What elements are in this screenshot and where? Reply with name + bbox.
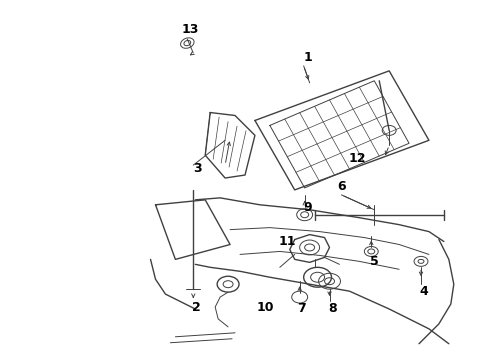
Text: 10: 10 [256,301,273,314]
Text: 2: 2 [192,301,200,314]
Text: 9: 9 [303,201,312,214]
Text: 3: 3 [193,162,201,175]
Text: 12: 12 [348,152,366,165]
Text: 13: 13 [182,23,199,36]
Text: 4: 4 [419,285,428,298]
Text: 1: 1 [303,51,312,64]
Text: 5: 5 [370,255,379,268]
Text: 6: 6 [337,180,346,193]
Text: 8: 8 [328,302,337,315]
Text: 11: 11 [279,235,296,248]
Text: 7: 7 [297,302,306,315]
